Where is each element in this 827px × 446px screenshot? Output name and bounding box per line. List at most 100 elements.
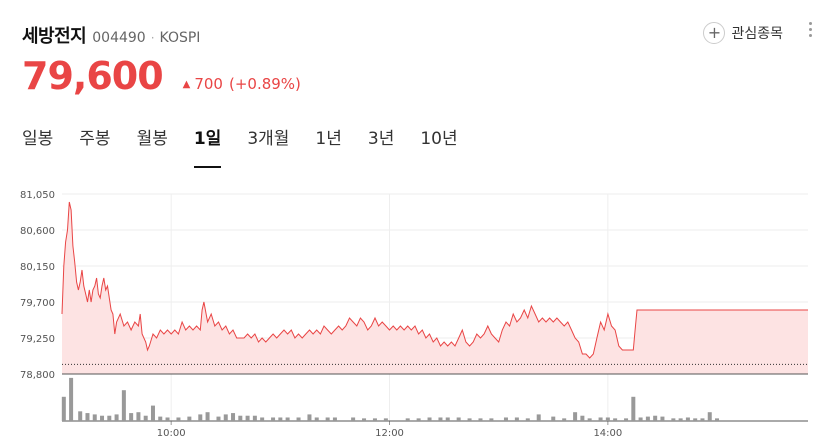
- volume-bar: [69, 377, 74, 421]
- volume-bar: [216, 416, 221, 421]
- volume-bar: [252, 415, 257, 421]
- stock-code: 004490: [92, 30, 146, 46]
- tab-1year[interactable]: 1년: [315, 129, 342, 149]
- tab-1day[interactable]: 1일: [193, 124, 222, 168]
- volume-bar: [187, 416, 192, 421]
- volume-bar: [503, 417, 508, 421]
- current-price: 79,600: [22, 54, 164, 98]
- up-arrow-icon: ▲: [182, 79, 191, 90]
- volume-bar: [150, 405, 155, 421]
- change-percent: (+0.89%): [228, 75, 301, 93]
- price-line: [61, 201, 808, 359]
- volume-bar: [580, 415, 585, 421]
- y-tick-label: 79,700: [20, 298, 55, 309]
- volume-bar: [587, 418, 592, 421]
- volume-bar: [61, 396, 66, 421]
- volume-bar: [100, 415, 105, 421]
- price-row: 79,600 ▲ 700 (+0.89%): [22, 54, 301, 98]
- volume-bar: [114, 414, 119, 421]
- volume-bar: [362, 418, 367, 421]
- intraday-price-chart[interactable]: 81,050 80,600 80,150 79,700 79,250 78,800 10:0…: [0, 180, 827, 442]
- volume-bar: [624, 418, 629, 421]
- volume-bar: [85, 413, 90, 421]
- volume-bar: [693, 418, 698, 421]
- volume-bar: [176, 417, 181, 421]
- tab-3month[interactable]: 3개월: [247, 129, 290, 149]
- watchlist-label: 관심종목: [731, 26, 783, 42]
- tab-daily[interactable]: 일봉: [22, 129, 54, 149]
- more-vertical-icon[interactable]: [807, 20, 813, 42]
- volume-bar: [598, 417, 603, 421]
- volume-bar: [351, 417, 356, 421]
- volume-bar: [456, 417, 461, 421]
- volume-bar: [92, 414, 97, 421]
- volume-bar: [332, 417, 337, 421]
- volume-bar: [438, 417, 443, 421]
- volume-bar: [307, 414, 312, 421]
- volume-bar: [136, 412, 141, 421]
- volume-bar: [715, 418, 720, 421]
- plus-circle-icon: +: [703, 22, 726, 44]
- tab-monthly[interactable]: 월봉: [136, 129, 168, 149]
- volume-bar: [631, 396, 636, 421]
- volume-bar: [285, 417, 290, 421]
- volume-bar: [707, 412, 712, 421]
- volume-bar: [314, 417, 319, 421]
- volume-bar: [205, 412, 210, 421]
- volume-bar: [700, 418, 705, 421]
- y-tick-label: 80,150: [20, 262, 55, 273]
- tab-10year[interactable]: 10년: [420, 129, 458, 149]
- volume-bar: [278, 417, 283, 421]
- volume-bar: [536, 414, 541, 421]
- volume-bar: [238, 415, 243, 421]
- volume-bar: [514, 417, 519, 421]
- period-tabs: 일봉 주봉 월봉 1일 3개월 1년 3년 10년: [22, 124, 484, 168]
- volume-bar: [613, 418, 618, 421]
- x-tick-label: 10:00: [157, 428, 186, 439]
- y-tick-label: 81,050: [20, 190, 55, 201]
- y-tick-label: 79,250: [20, 334, 55, 345]
- price-change: ▲ 700 (+0.89%): [183, 75, 301, 93]
- volume-bar: [416, 418, 421, 421]
- volume-bar: [660, 416, 665, 421]
- volume-bar: [78, 411, 83, 421]
- volume-bar: [107, 415, 112, 421]
- volume-bar: [129, 413, 134, 421]
- volume-bar: [525, 418, 530, 421]
- tab-weekly[interactable]: 주봉: [79, 129, 111, 149]
- tab-3year[interactable]: 3년: [367, 129, 395, 149]
- volume-bar: [653, 415, 658, 421]
- volume-bar: [405, 418, 410, 421]
- volume-bar: [223, 414, 228, 421]
- volume-bar: [573, 412, 578, 421]
- volume-bar: [645, 416, 650, 421]
- volume-bar: [638, 417, 643, 421]
- price-area-fill: [62, 202, 808, 374]
- volume-bar: [245, 415, 250, 421]
- volume-bar: [678, 418, 683, 421]
- volume-bar: [562, 418, 567, 421]
- volume-bar: [260, 417, 265, 421]
- volume-bar: [271, 417, 276, 421]
- watchlist-button[interactable]: + 관심종목: [703, 22, 783, 44]
- y-tick-label: 78,800: [20, 370, 55, 381]
- volume-bar: [467, 418, 472, 421]
- volume-bar: [551, 416, 556, 421]
- market-label: KOSPI: [159, 30, 201, 46]
- volume-bar: [489, 418, 494, 421]
- volume-bar: [231, 413, 236, 421]
- volume-bar: [427, 417, 432, 421]
- x-tick-label: 12:00: [375, 428, 404, 439]
- y-tick-label: 80,600: [20, 226, 55, 237]
- volume-bar: [605, 417, 610, 421]
- volume-bar: [383, 418, 388, 421]
- x-tick-label: 14:00: [593, 428, 622, 439]
- volume-bar: [671, 418, 676, 421]
- volume-bar: [158, 416, 163, 421]
- volume-bar: [372, 418, 377, 421]
- stock-name: 세방전지: [22, 26, 87, 47]
- volume-bar: [165, 417, 170, 421]
- stock-header: 세방전지 004490 · KOSPI: [22, 22, 200, 48]
- change-amount: 700: [194, 75, 223, 93]
- volume-bar: [685, 417, 690, 421]
